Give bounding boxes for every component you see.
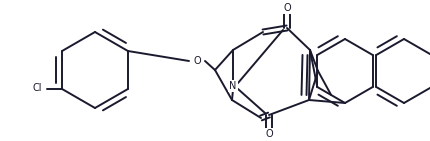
Text: O: O: [193, 56, 201, 66]
Text: Cl: Cl: [32, 83, 42, 93]
Text: O: O: [265, 129, 273, 139]
Text: O: O: [283, 3, 291, 13]
Text: N: N: [229, 81, 237, 91]
